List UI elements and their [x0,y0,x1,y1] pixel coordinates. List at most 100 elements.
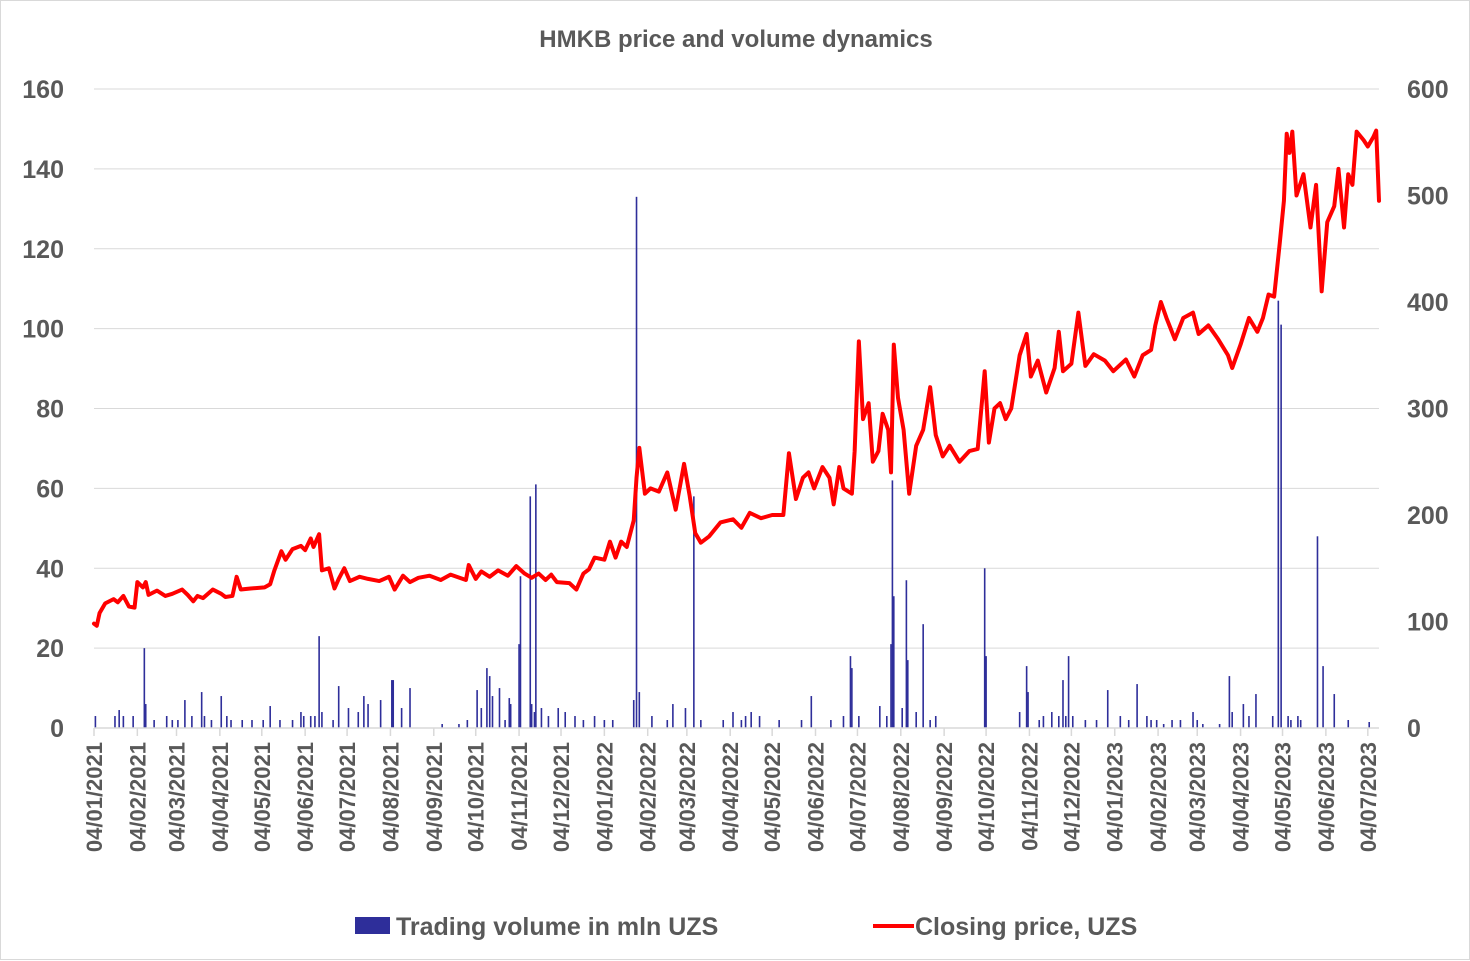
volume-bar [810,696,813,728]
x-tick-label: 04/03/2023 [1185,742,1210,852]
volume-bar [1228,676,1231,728]
volume-bar [842,716,845,728]
volume-bar [114,716,116,728]
volume-bar [533,712,536,728]
volume-bar [1136,684,1138,728]
left-tick-label: 0 [50,715,64,743]
right-tick-label: 500 [1407,183,1449,211]
volume-bar [1277,300,1280,728]
gridlines [94,88,1379,649]
volume-bar [332,720,334,728]
x-tick-label: 04/04/2021 [208,742,233,852]
volume-bar [210,720,213,728]
x-tick-label: 04/09/2022 [932,742,957,852]
left-tick-label: 40 [36,555,64,583]
volume-bar [1051,712,1053,728]
volume-bar [363,696,365,728]
volume-bar [1218,724,1221,728]
volume-bar [879,706,881,728]
volume-bar [504,720,506,728]
x-tick-label: 04/06/2023 [1314,742,1339,852]
volume-bar [476,690,478,728]
volume-bar [582,720,585,728]
volume-bar [603,720,606,728]
volume-bar [1155,720,1158,728]
volume-bar [778,720,780,728]
volume-bar [1290,720,1292,728]
x-tick-label: 04/05/2022 [760,742,785,852]
volume-bar [800,720,803,728]
volume-bar [1316,536,1319,728]
volume-bar [291,720,294,728]
volume-bar [564,712,567,728]
volume-bar [985,656,987,728]
volume-bar [400,708,403,728]
volume-bar [651,716,653,728]
volume-bar [153,720,155,728]
volume-bar [122,716,125,728]
volume-bar [1299,720,1302,728]
volume-bar [321,712,323,728]
volume-bar [480,708,483,728]
volume-bar [1179,720,1182,728]
volume-bar [508,698,511,728]
volume-bar [203,716,206,728]
volume-bar [441,724,443,728]
chart-title: HMKB price and volume dynamics [539,26,932,53]
volume-bar [367,704,369,728]
left-tick-label: 120 [22,236,64,264]
x-tick-label: 04/07/2022 [845,742,870,852]
volume-bar [144,704,147,728]
x-tick-label: 04/03/2021 [165,742,190,852]
volume-bar [165,716,168,728]
volume-bar [893,596,895,728]
volume-bar [498,688,501,728]
x-tick-label: 04/09/2021 [422,742,447,852]
volume-bar [241,720,244,728]
volume-bar [529,496,532,728]
x-tick-label: 04/10/2021 [464,742,489,852]
volume-bar [1067,656,1070,728]
volume-bar [1027,692,1029,728]
volume-bar [1025,666,1028,728]
right-tick-label: 300 [1407,396,1449,424]
volume-bar [1171,720,1173,728]
volume-bar [530,704,533,728]
volume-bar [491,696,494,728]
volume-bar [347,708,350,728]
volume-bar [132,716,134,728]
volume-bar [1347,720,1350,728]
volume-bar [693,496,695,728]
volume-bar [1146,716,1148,728]
volume-bar [518,644,520,728]
volume-bar [509,704,512,728]
volume-bar [94,716,97,728]
left-tick-label: 100 [22,316,64,344]
volume-bar [672,704,674,728]
x-tick-label: 04/11/2021 [507,742,532,851]
volume-bar [302,716,305,728]
volume-bar [184,700,186,728]
volume-bars [94,196,1371,729]
volume-bar [1038,720,1041,728]
volume-bar [1192,712,1194,728]
x-tick-label: 04/04/2022 [718,742,743,852]
volume-bar [983,568,986,728]
volume-bar [1084,720,1087,728]
x-tick-label: 04/01/2022 [592,742,617,852]
volume-bar [486,668,488,728]
legend-label-volume: Trading volume in mln UZS [396,913,718,941]
right-axis-ticks: 0 100 200 300 400 500 600 [1407,76,1449,743]
volume-bar [638,692,641,728]
volume-bar [901,708,903,728]
volume-bar [309,716,312,728]
volume-bar [1242,704,1245,728]
left-tick-label: 80 [36,396,64,424]
volume-bar [1287,716,1289,728]
volume-bar [851,668,853,728]
volume-bar [758,716,761,728]
left-tick-label: 140 [22,156,64,184]
volume-bar [1162,724,1165,728]
